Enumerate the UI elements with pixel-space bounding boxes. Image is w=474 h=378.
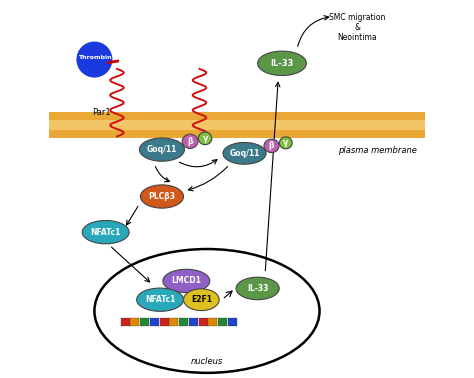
Ellipse shape bbox=[182, 134, 198, 149]
Ellipse shape bbox=[236, 277, 279, 300]
Ellipse shape bbox=[82, 220, 129, 244]
Bar bbox=[218, 318, 227, 326]
Bar bbox=[150, 318, 159, 326]
FancyArrowPatch shape bbox=[298, 15, 328, 46]
Bar bbox=[140, 318, 149, 326]
FancyArrowPatch shape bbox=[111, 247, 150, 282]
Ellipse shape bbox=[183, 289, 219, 311]
Ellipse shape bbox=[139, 138, 184, 161]
Bar bbox=[199, 318, 208, 326]
Text: Goq/11: Goq/11 bbox=[229, 149, 260, 158]
Bar bbox=[49, 121, 425, 130]
Ellipse shape bbox=[94, 249, 319, 373]
Bar bbox=[170, 318, 178, 326]
Text: β: β bbox=[187, 137, 193, 146]
Text: SMC migration
&
Neointima: SMC migration & Neointima bbox=[329, 12, 385, 42]
Ellipse shape bbox=[163, 269, 210, 293]
Ellipse shape bbox=[137, 288, 183, 311]
Bar bbox=[121, 318, 130, 326]
Ellipse shape bbox=[198, 132, 212, 145]
Ellipse shape bbox=[258, 51, 306, 76]
Text: plasma membrane: plasma membrane bbox=[338, 146, 417, 155]
FancyArrowPatch shape bbox=[155, 166, 170, 182]
Text: NFATc1: NFATc1 bbox=[91, 228, 121, 237]
Text: IL-33: IL-33 bbox=[247, 284, 268, 293]
FancyArrowPatch shape bbox=[188, 167, 228, 191]
Ellipse shape bbox=[140, 185, 183, 208]
Bar bbox=[130, 318, 139, 326]
Text: β: β bbox=[269, 141, 274, 150]
Bar bbox=[189, 318, 198, 326]
Text: PLCβ3: PLCβ3 bbox=[148, 192, 175, 201]
Text: NFATc1: NFATc1 bbox=[145, 295, 175, 304]
Ellipse shape bbox=[264, 139, 279, 153]
Circle shape bbox=[76, 42, 112, 77]
Text: nucleus: nucleus bbox=[191, 357, 223, 366]
Ellipse shape bbox=[223, 143, 266, 164]
Bar bbox=[209, 318, 218, 326]
FancyArrowPatch shape bbox=[127, 206, 138, 225]
Text: LMCD1: LMCD1 bbox=[172, 276, 201, 285]
Text: Goq/11: Goq/11 bbox=[147, 145, 177, 154]
Bar bbox=[179, 318, 188, 326]
Bar bbox=[49, 112, 425, 138]
Bar bbox=[228, 318, 237, 326]
Text: E2F1: E2F1 bbox=[191, 295, 212, 304]
Text: Par1: Par1 bbox=[92, 108, 111, 117]
Text: γ: γ bbox=[202, 134, 208, 143]
Text: γ: γ bbox=[283, 138, 288, 147]
Text: Thrombin: Thrombin bbox=[78, 55, 111, 60]
Text: IL-33: IL-33 bbox=[270, 59, 294, 68]
FancyArrowPatch shape bbox=[265, 82, 280, 271]
Bar bbox=[160, 318, 169, 326]
Ellipse shape bbox=[279, 137, 292, 149]
FancyArrowPatch shape bbox=[179, 160, 217, 167]
